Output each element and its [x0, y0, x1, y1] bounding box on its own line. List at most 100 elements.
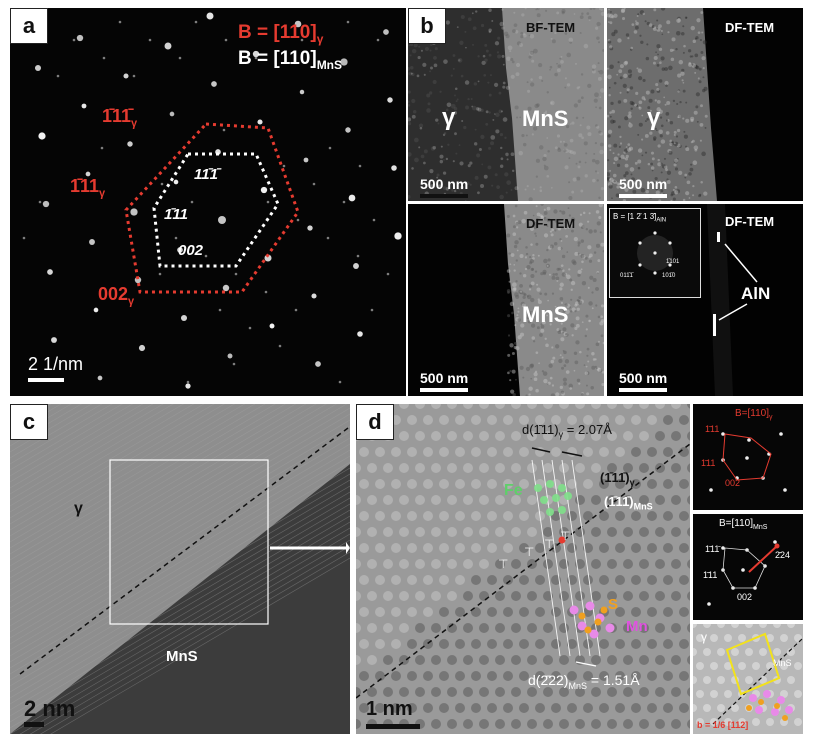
diffraction-spot-weak [278, 344, 282, 348]
texture-grain [587, 286, 590, 289]
atom-column [567, 479, 577, 489]
texture-grain [506, 180, 511, 185]
texture-grain [500, 157, 504, 161]
atom-column [559, 687, 569, 697]
texture-grain [602, 250, 604, 253]
texture-grain [592, 358, 596, 361]
atom-column [415, 463, 425, 473]
texture-grain [618, 69, 623, 74]
atom-column [487, 447, 497, 457]
atom-column [615, 511, 625, 521]
lattice-fringe [10, 404, 133, 477]
diffraction-spot-weak [294, 308, 298, 312]
texture-grain [578, 382, 581, 385]
diffraction-spot-weak [296, 218, 300, 222]
texture-grain [509, 301, 515, 307]
panel-d-fft-gamma: B=[110]γ 1̄11 1̄11 002 [693, 404, 803, 510]
atom-column [431, 687, 441, 697]
texture-grain [541, 320, 546, 325]
texture-grain [488, 53, 492, 57]
diffraction-spot [218, 216, 226, 224]
texture-grain [623, 178, 626, 181]
df-title: DF-TEM [526, 216, 576, 231]
texture-grain [562, 111, 567, 116]
texture-grain [457, 57, 463, 63]
texture-grain [559, 385, 563, 390]
texture-grain [673, 133, 676, 136]
texture-grain [439, 154, 444, 159]
atom-column [543, 655, 553, 665]
hrtem-image-atomic: ⊤⊤⊤⊤ [356, 404, 690, 729]
fft-spot [638, 241, 642, 245]
atom-column [423, 479, 433, 489]
atom-column [423, 671, 433, 681]
atom-column [631, 575, 641, 585]
atom-column [710, 718, 718, 726]
texture-grain [551, 292, 555, 295]
atom-column [431, 495, 441, 505]
scale-bar [24, 722, 44, 727]
atom-column [383, 463, 393, 473]
atom-column [463, 623, 473, 633]
texture-grain [543, 378, 548, 384]
texture-grain [555, 276, 560, 281]
texture-grain [586, 12, 590, 15]
atom-column [479, 559, 489, 569]
lattice-fringe [10, 437, 350, 639]
texture-grain [547, 23, 550, 25]
atom-column [463, 591, 473, 601]
atom-column [631, 607, 641, 617]
texture-grain [564, 333, 569, 337]
texture-grain [502, 81, 506, 85]
texture-grain [676, 158, 679, 160]
texture-grain [564, 165, 569, 170]
texture-grain [607, 177, 610, 182]
mns-label: MnS [166, 648, 198, 665]
texture-grain [664, 80, 669, 86]
texture-grain [408, 71, 413, 76]
diffraction-spot [85, 171, 91, 177]
texture-grain [491, 20, 494, 22]
lattice-fringe [10, 404, 327, 591]
texture-grain [694, 37, 697, 40]
lattice-fringe [50, 557, 350, 734]
atom-column [655, 687, 665, 697]
texture-grain [460, 185, 464, 190]
s-atom [594, 618, 602, 626]
texture-grain [678, 144, 682, 148]
atom-column [679, 671, 689, 681]
texture-grain [574, 303, 578, 307]
texture-grain [596, 179, 599, 182]
texture-grain [546, 218, 551, 223]
texture-grain [467, 17, 472, 22]
texture-grain [555, 344, 560, 349]
texture-grain [560, 264, 564, 267]
atom-column [583, 415, 593, 425]
texture-grain [597, 272, 599, 275]
texture-grain [409, 66, 414, 70]
texture-grain [561, 210, 566, 215]
atom-column [717, 648, 725, 656]
texture-grain [596, 367, 601, 371]
texture-grain [613, 162, 616, 165]
scale-bar-label: 500 nm [619, 176, 668, 192]
texture-grain [568, 383, 574, 389]
texture-grain [547, 299, 549, 302]
atom-column [519, 639, 529, 649]
texture-grain [635, 21, 639, 26]
texture-grain [576, 299, 579, 302]
atom-column [687, 527, 690, 537]
texture-grain [545, 110, 548, 113]
texture-grain [598, 368, 603, 373]
texture-grain [526, 264, 531, 270]
atom-column [575, 463, 585, 473]
texture-grain [609, 177, 614, 183]
texture-grain [692, 194, 695, 197]
texture-grain [628, 121, 631, 124]
texture-grain [654, 99, 657, 102]
texture-grain [477, 80, 480, 83]
texture-grain [630, 107, 633, 110]
texture-grain [595, 243, 601, 248]
texture-grain [547, 383, 550, 386]
atom-column [647, 575, 657, 585]
